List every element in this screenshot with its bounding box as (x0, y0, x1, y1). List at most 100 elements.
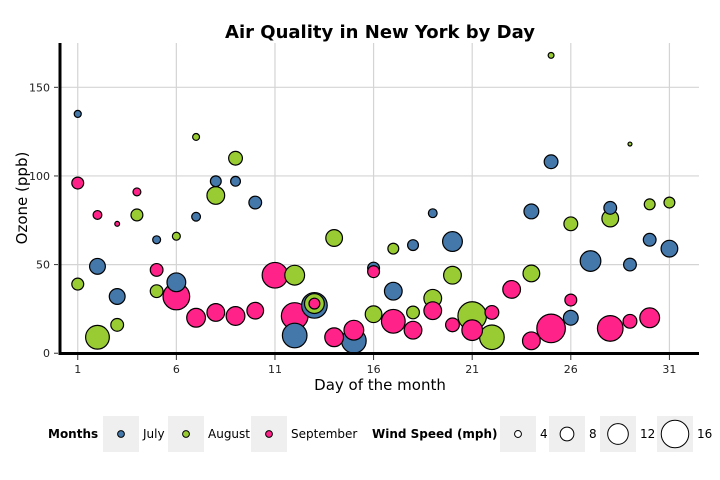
point-september-day-29 (622, 313, 638, 329)
point-september-day-23 (502, 279, 522, 299)
point-september-day-3 (114, 220, 121, 227)
point-august-day-18 (406, 305, 420, 320)
point-august-day-17 (387, 242, 400, 255)
point-september-day-25 (536, 313, 566, 344)
y-axis-label: Ozone (ppb) (13, 152, 31, 245)
point-september-day-22 (484, 304, 500, 320)
legend-size-circle-4 (514, 430, 522, 438)
point-july-day-12 (281, 322, 308, 349)
point-august-day-1 (71, 277, 85, 291)
legend-size-circle-12 (607, 423, 629, 445)
y-tick-label: 150 (29, 81, 50, 94)
legend-months-title: Months (48, 427, 98, 441)
point-september-day-28 (596, 314, 624, 342)
point-august-day-3 (110, 317, 125, 332)
point-july-day-26 (562, 309, 579, 326)
point-september-day-21 (461, 319, 484, 342)
point-september-day-18 (403, 320, 423, 340)
point-september-day-7 (186, 307, 207, 328)
x-tick-label: 1 (74, 363, 81, 376)
point-july-day-3 (108, 287, 126, 306)
point-august-day-4 (130, 208, 144, 222)
point-september-day-9 (225, 306, 246, 326)
point-august-day-9 (228, 150, 244, 166)
point-september-day-19 (423, 301, 443, 321)
x-tick-label: 16 (367, 363, 381, 376)
point-july-day-17 (383, 281, 403, 301)
legend-size-label-16: 16 (697, 427, 712, 441)
point-september-day-13 (308, 297, 321, 310)
point-september-day-11 (261, 261, 289, 289)
point-august-day-8 (206, 185, 226, 205)
point-september-day-14 (324, 327, 345, 348)
legend-size-label-8: 8 (589, 427, 597, 441)
x-axis-label: Day of the month (314, 376, 446, 394)
legend-size-label-4: 4 (540, 427, 548, 441)
point-august-day-6 (171, 231, 181, 241)
point-july-day-30 (642, 232, 657, 247)
point-july-day-20 (441, 231, 463, 253)
chart-title: Air Quality in New York by Day (225, 22, 535, 43)
point-august-day-12 (284, 264, 306, 286)
point-september-day-20 (444, 317, 460, 333)
point-september-day-8 (206, 302, 226, 322)
legend-size-circle-8 (559, 426, 575, 442)
point-september-day-30 (639, 307, 661, 329)
legend-wind-title: Wind Speed (mph) (372, 427, 498, 441)
point-august-day-22 (479, 324, 505, 351)
legend-swatch-july (117, 430, 125, 438)
point-august-day-14 (325, 229, 344, 247)
x-tick-label: 6 (173, 363, 180, 376)
legend-label-september: September (291, 427, 357, 441)
point-september-day-10 (246, 301, 265, 320)
legend-size-label-12: 12 (640, 427, 655, 441)
point-august-day-29 (627, 141, 633, 147)
y-tick-label: 100 (29, 170, 50, 183)
point-july-day-2 (88, 257, 106, 275)
point-september-day-5 (149, 262, 164, 277)
point-july-day-29 (623, 257, 637, 272)
point-september-day-26 (564, 293, 578, 307)
point-august-day-31 (663, 196, 676, 209)
x-tick-label: 26 (564, 363, 578, 376)
point-september-day-17 (380, 308, 406, 334)
point-july-day-6 (166, 272, 187, 293)
point-july-day-10 (248, 195, 263, 210)
point-august-day-26 (563, 216, 579, 232)
point-july-day-28 (603, 200, 618, 215)
point-july-day-5 (152, 235, 162, 245)
point-july-day-31 (660, 239, 679, 258)
point-september-day-15 (343, 319, 365, 341)
legend-swatch-september (265, 430, 273, 438)
point-august-day-7 (192, 132, 201, 141)
point-july-day-27 (579, 250, 602, 272)
point-september-day-16 (367, 265, 381, 279)
point-september-day-2 (92, 209, 103, 220)
point-july-day-8 (209, 175, 222, 188)
point-july-day-19 (427, 208, 438, 219)
point-july-day-25 (543, 154, 559, 170)
point-august-day-5 (149, 284, 164, 299)
point-august-day-30 (643, 198, 656, 211)
point-september-day-4 (132, 187, 142, 197)
legend: Months July August September Wind Speed (mph… (48, 416, 712, 452)
legend-label-august: August (208, 427, 250, 441)
point-july-day-7 (191, 211, 202, 222)
point-july-day-1 (73, 109, 82, 119)
x-tick-label: 21 (465, 363, 479, 376)
legend-size-circle-16 (660, 419, 690, 449)
legend-label-july: July (142, 427, 165, 441)
point-september-day-24 (521, 331, 541, 351)
y-tick-label: 0 (43, 347, 50, 360)
point-august-day-16 (364, 305, 383, 324)
point-july-day-18 (407, 239, 420, 252)
point-august-day-25 (547, 51, 555, 59)
point-july-day-24 (523, 203, 540, 220)
y-tick-label: 50 (36, 259, 50, 272)
data-points (71, 51, 679, 354)
point-september-day-1 (71, 176, 85, 190)
point-july-day-9 (230, 175, 242, 187)
point-august-day-2 (85, 324, 110, 350)
